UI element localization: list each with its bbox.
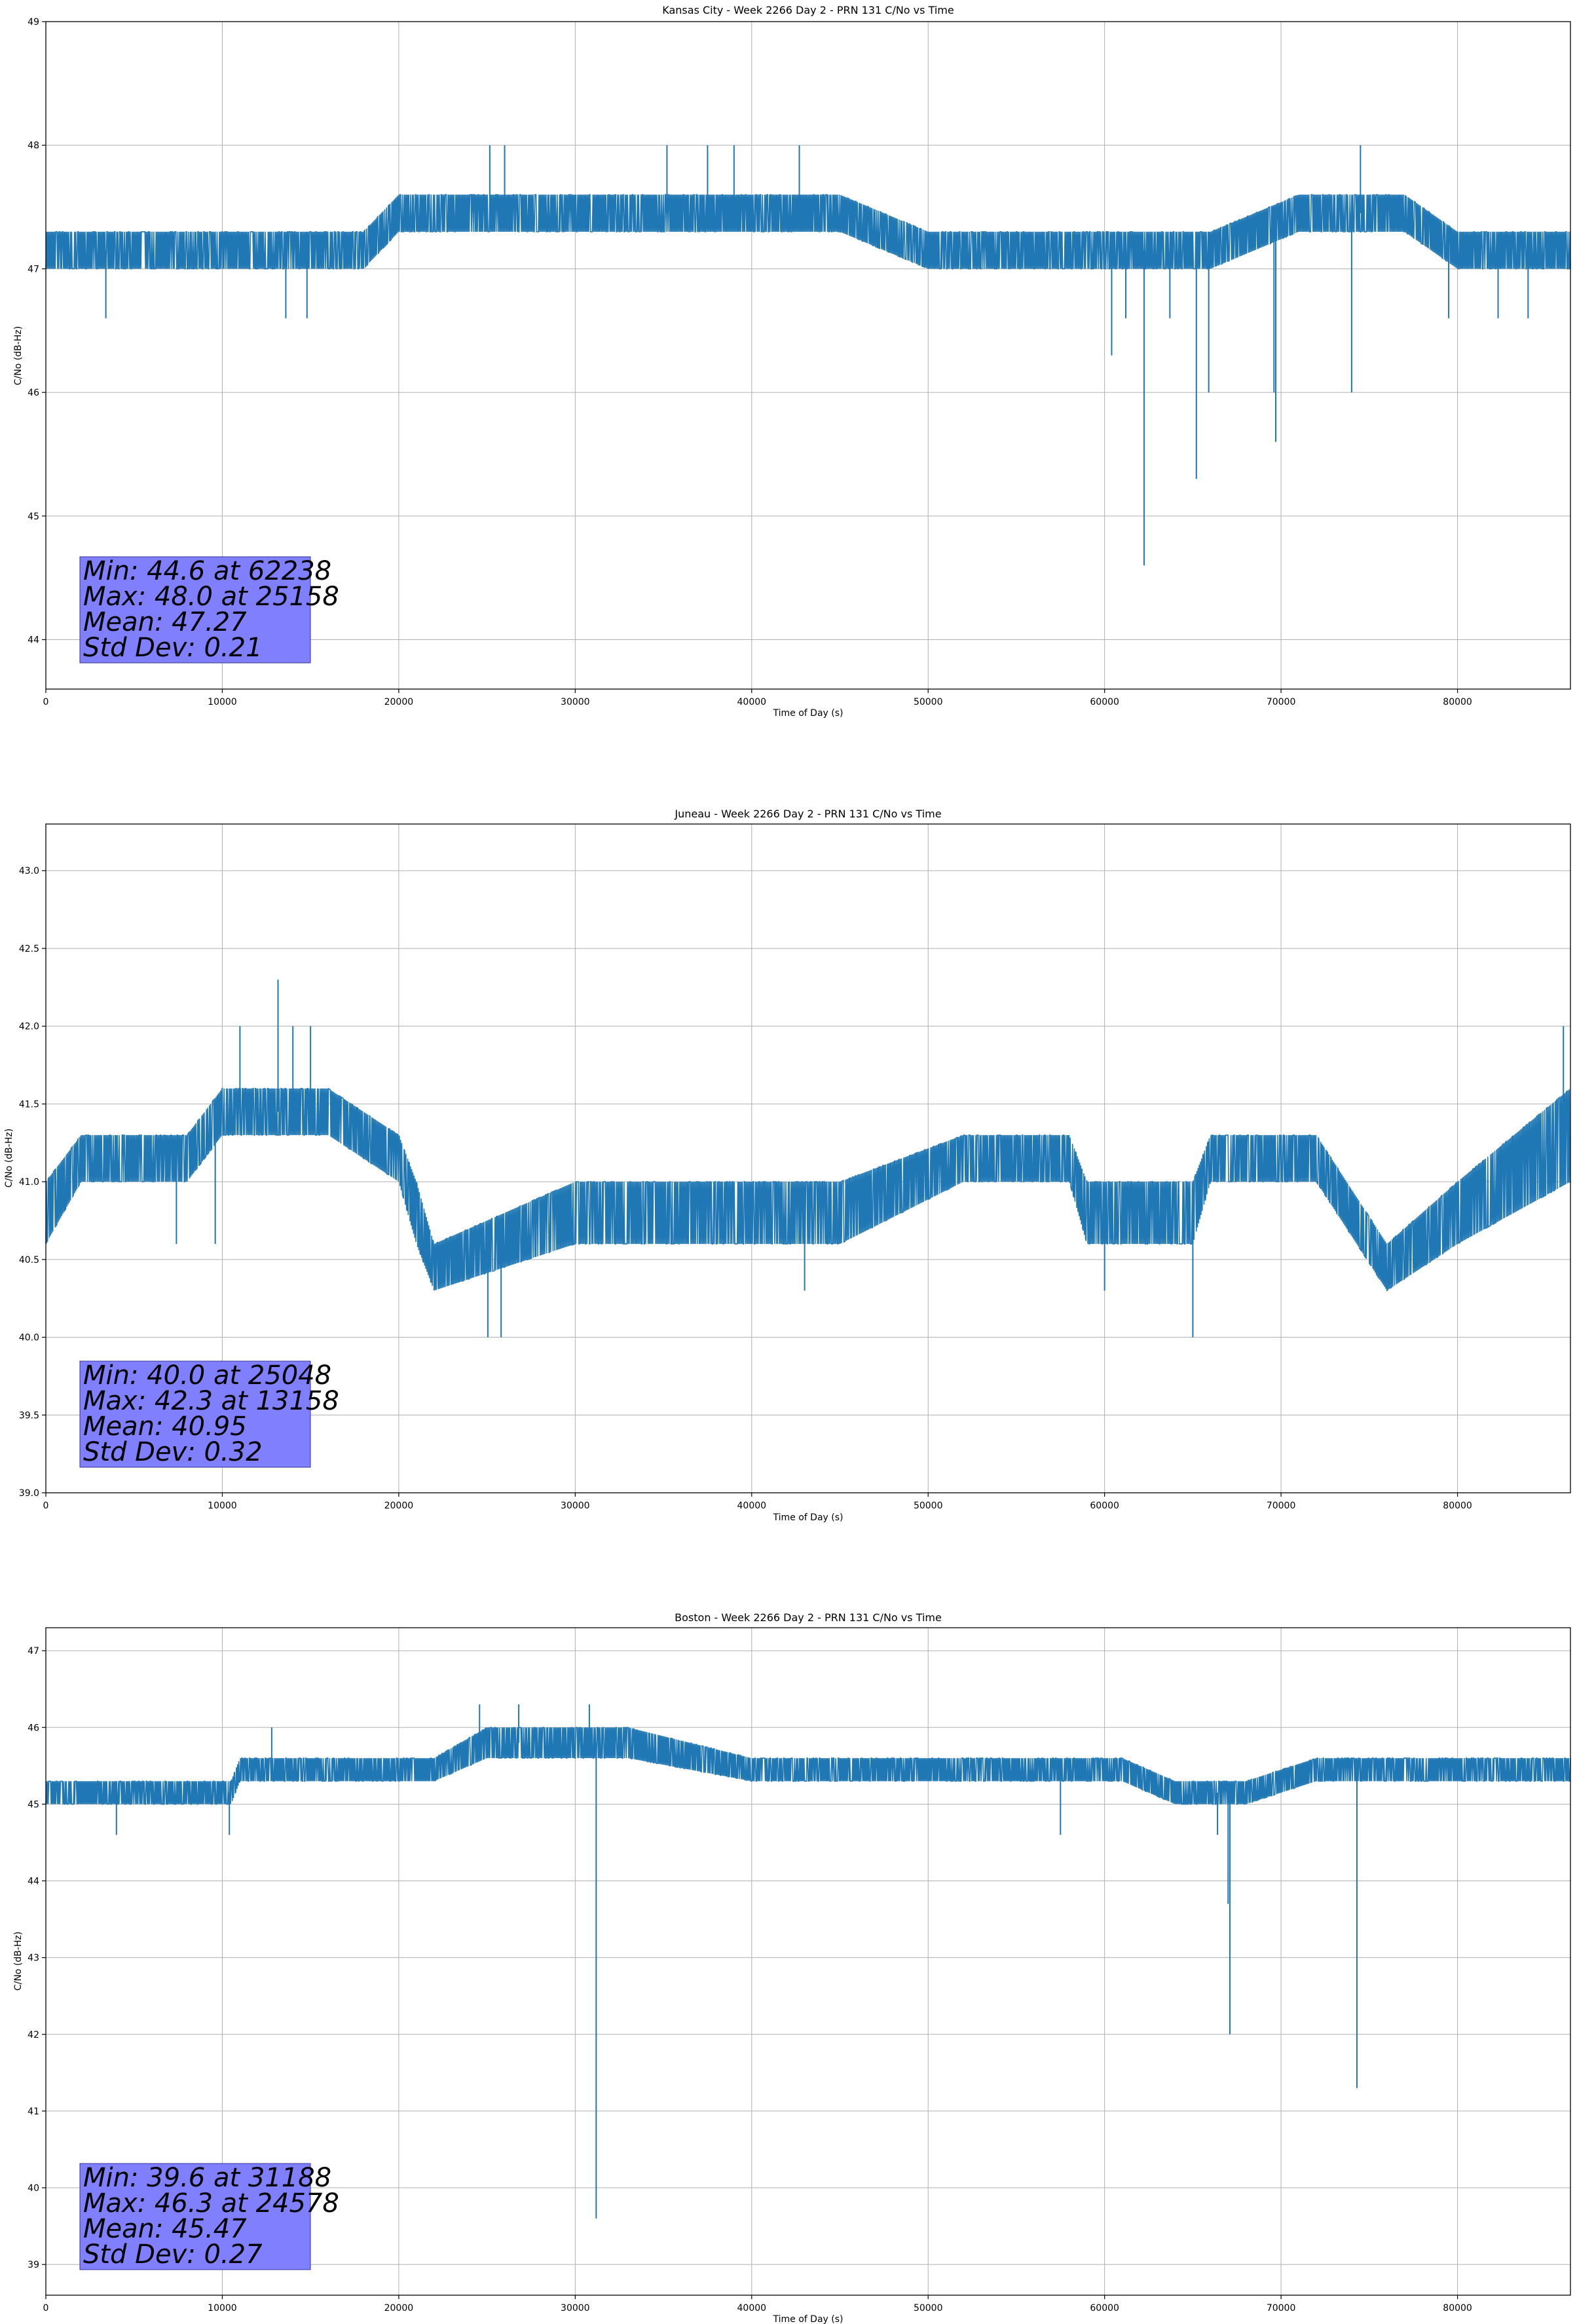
chart-title: Boston - Week 2266 Day 2 - PRN 131 C/No …: [675, 1611, 942, 1624]
y-tick-label: 48: [28, 141, 39, 151]
x-tick-label: 40000: [737, 2303, 767, 2314]
x-tick-label: 70000: [1267, 2303, 1296, 2314]
x-tick-label: 0: [43, 697, 49, 707]
x-tick-label: 20000: [384, 1501, 414, 1511]
y-tick-label: 39: [28, 2260, 39, 2270]
stat-std: Std Dev: 0.21: [83, 633, 263, 663]
stats-box-background: [79, 1360, 311, 1468]
x-tick-label: 30000: [561, 2303, 590, 2314]
series-cno: [45, 145, 1571, 566]
y-tick-label: 41: [28, 2107, 39, 2117]
x-tick-label: 50000: [914, 1501, 943, 1511]
y-tick-label: 40.5: [19, 1255, 39, 1265]
y-tick-label: 41.5: [19, 1099, 39, 1110]
y-axis-ticks: 44 45 46 47 48 49: [28, 17, 46, 646]
y-tick-label: 41.0: [19, 1177, 39, 1188]
y-tick-label: 39.5: [19, 1410, 39, 1421]
plot-frame: [45, 1627, 1571, 2296]
y-tick-label: 46: [28, 388, 39, 398]
x-axis-label: Time of Day (s): [773, 2314, 844, 2324]
x-tick-label: 70000: [1267, 697, 1296, 707]
x-axis-ticks: 0 10000 20000 30000 40000 50000 60000 70000 8000…: [43, 689, 1472, 707]
series-cno: [45, 979, 1571, 1338]
stat-mean: Mean: 40.95: [83, 1412, 247, 1442]
x-tick-label: 0: [43, 2303, 49, 2314]
stat-mean: Mean: 45.47: [83, 2214, 247, 2244]
x-tick-label: 60000: [1090, 2303, 1119, 2314]
stat-min: Min: 39.6 at 31188: [83, 2163, 331, 2193]
x-tick-label: 20000: [384, 2303, 414, 2314]
y-axis-label: C/No (dB-Hz): [4, 1129, 14, 1188]
x-tick-label: 50000: [914, 2303, 943, 2314]
x-tick-label: 0: [43, 1501, 49, 1511]
x-tick-label: 10000: [208, 2303, 237, 2314]
x-tick-label: 40000: [737, 1501, 767, 1511]
stats-box: Min: 40.0 at 25048 Max: 42.3 at 13158 Me…: [79, 1360, 339, 1468]
grid-lines: [46, 1628, 1570, 2295]
y-tick-label: 47: [28, 1646, 39, 1657]
y-axis-ticks: 39 40 41 42 43 44 45 46 47: [28, 1646, 46, 2270]
y-tick-label: 39.0: [19, 1488, 39, 1499]
x-tick-label: 60000: [1090, 1501, 1119, 1511]
stat-mean: Mean: 47.27: [83, 607, 247, 637]
stat-max: Max: 46.3 at 24578: [83, 2188, 339, 2219]
y-tick-label: 44: [28, 635, 39, 646]
x-axis-ticks: 0 10000 20000 30000 40000 50000 60000 70000 8000…: [43, 1493, 1472, 1511]
series-line: [45, 194, 1571, 270]
stat-min: Min: 40.0 at 25048: [83, 1360, 331, 1391]
x-tick-label: 20000: [384, 697, 414, 707]
x-tick-label: 30000: [561, 697, 590, 707]
stat-std: Std Dev: 0.27: [83, 2240, 263, 2270]
chart-panel-boston: Boston - Week 2266 Day 2 - PRN 131 C/No …: [13, 1611, 1571, 2324]
y-tick-label: 42.5: [19, 944, 39, 954]
x-tick-label: 80000: [1443, 2303, 1472, 2314]
x-tick-label: 10000: [208, 1501, 237, 1511]
stat-std: Std Dev: 0.32: [83, 1437, 263, 1467]
plot-frame: [45, 823, 1571, 1493]
y-tick-label: 42.0: [19, 1022, 39, 1032]
stat-max: Max: 48.0 at 25158: [83, 582, 339, 612]
y-tick-label: 40.0: [19, 1333, 39, 1343]
stat-max: Max: 42.3 at 13158: [83, 1386, 339, 1416]
x-axis-label: Time of Day (s): [773, 1512, 844, 1523]
stat-min: Min: 44.6 at 62238: [83, 556, 331, 586]
y-tick-label: 46: [28, 1723, 39, 1733]
y-tick-label: 43.0: [19, 866, 39, 876]
x-tick-label: 10000: [208, 697, 237, 707]
y-tick-label: 40: [28, 2183, 39, 2194]
y-tick-label: 45: [28, 512, 39, 522]
chart-title: Juneau - Week 2266 Day 2 - PRN 131 C/No …: [674, 808, 941, 820]
y-tick-label: 45: [28, 1799, 39, 1810]
series-line: [45, 1087, 1571, 1292]
y-tick-label: 47: [28, 264, 39, 274]
x-axis-label: Time of Day (s): [773, 708, 844, 719]
series-line: [45, 1727, 1571, 1805]
x-tick-label: 80000: [1443, 1501, 1472, 1511]
x-tick-label: 70000: [1267, 1501, 1296, 1511]
x-tick-label: 60000: [1090, 697, 1119, 707]
chart-title: Kansas City - Week 2266 Day 2 - PRN 131 …: [662, 4, 954, 16]
x-tick-label: 50000: [914, 697, 943, 707]
y-tick-label: 44: [28, 1877, 39, 1887]
stats-box-background: [79, 556, 311, 664]
x-tick-label: 80000: [1443, 697, 1472, 707]
stats-box-background: [79, 2163, 311, 2270]
plot-frame: [45, 21, 1571, 690]
x-tick-label: 30000: [561, 1501, 590, 1511]
series-cno: [45, 1704, 1571, 2219]
chart-panel-juneau: Juneau - Week 2266 Day 2 - PRN 131 C/No …: [4, 808, 1571, 1523]
stats-box: Min: 39.6 at 31188 Max: 46.3 at 24578 Me…: [79, 2163, 339, 2270]
x-tick-label: 40000: [737, 697, 767, 707]
stats-box: Min: 44.6 at 62238 Max: 48.0 at 25158 Me…: [79, 556, 339, 664]
chart-panel-kansas-city: Kansas City - Week 2266 Day 2 - PRN 131 …: [13, 4, 1571, 719]
y-tick-label: 43: [28, 1953, 39, 1964]
y-tick-label: 42: [28, 2030, 39, 2040]
x-axis-ticks: 0 10000 20000 30000 40000 50000 60000 70000 8000…: [43, 2295, 1472, 2314]
y-axis-ticks: 39.0 39.5 40.0 40.5 41.0 41.5 42.0 42.5 43.0: [19, 866, 46, 1499]
y-axis-label: C/No (dB-Hz): [13, 1932, 24, 1991]
y-tick-label: 49: [28, 17, 39, 28]
y-axis-label: C/No (dB-Hz): [13, 326, 24, 385]
